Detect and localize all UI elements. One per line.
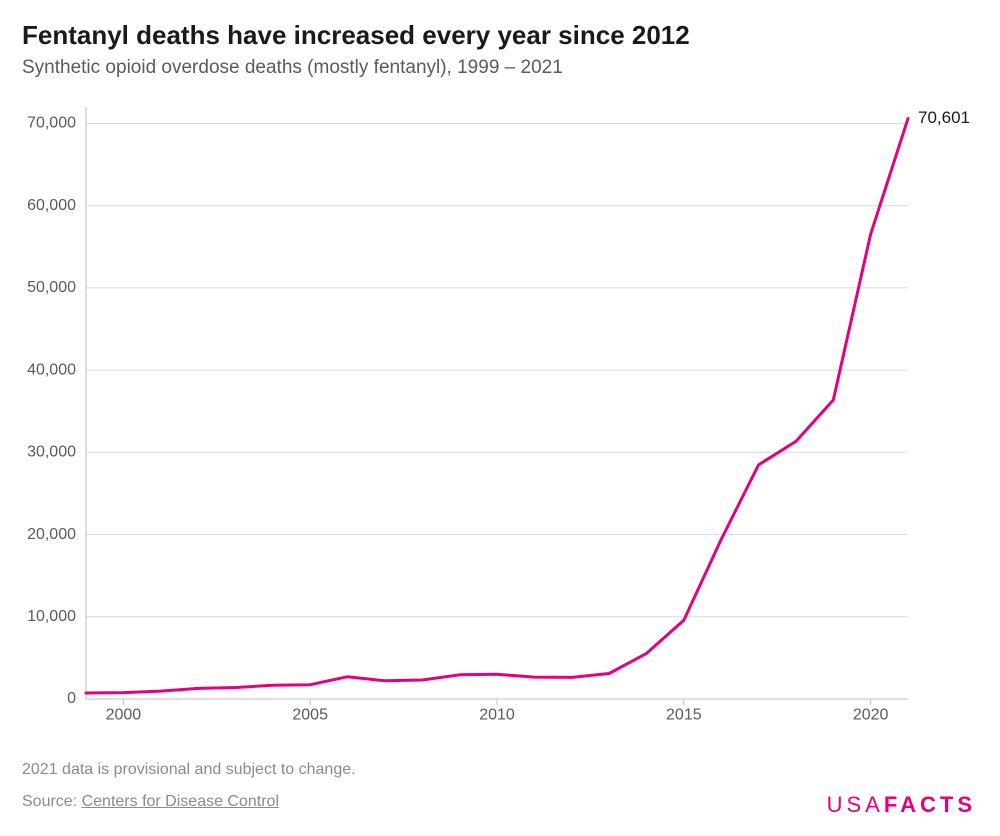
brand-logo: USAFACTS xyxy=(827,792,976,818)
footnote: 2021 data is provisional and subject to … xyxy=(22,761,978,779)
y-tick-label: 60,000 xyxy=(27,197,76,214)
series-line xyxy=(86,119,908,694)
brand-usa: USA xyxy=(827,792,884,817)
y-tick-label: 40,000 xyxy=(27,361,76,378)
chart-subtitle: Synthetic opioid overdose deaths (mostly… xyxy=(22,57,978,79)
end-value-label: 70,601 xyxy=(918,108,970,127)
chart-title: Fentanyl deaths have increased every yea… xyxy=(22,20,978,51)
x-tick-label: 2005 xyxy=(292,706,328,723)
brand-facts: FACTS xyxy=(884,792,976,817)
x-tick-label: 2015 xyxy=(666,706,702,723)
x-tick-label: 2020 xyxy=(853,706,889,723)
source-prefix: Source: xyxy=(22,793,82,810)
line-chart-svg: 0 10,000 20,000 30,000 40,000 50,000 60,000 70,… xyxy=(22,95,978,735)
y-tick-label: 50,000 xyxy=(27,279,76,296)
y-tick-label: 70,000 xyxy=(27,115,76,132)
chart-area: 0 10,000 20,000 30,000 40,000 50,000 60,000 70,… xyxy=(22,95,978,735)
source-link[interactable]: Centers for Disease Control xyxy=(82,793,279,810)
y-tick-label: 10,000 xyxy=(27,608,76,625)
x-tick-label: 2010 xyxy=(479,706,515,723)
y-tick-label: 0 xyxy=(67,690,76,707)
y-tick-label: 20,000 xyxy=(27,526,76,543)
x-tick-label: 2000 xyxy=(106,706,142,723)
y-tick-label: 30,000 xyxy=(27,444,76,461)
